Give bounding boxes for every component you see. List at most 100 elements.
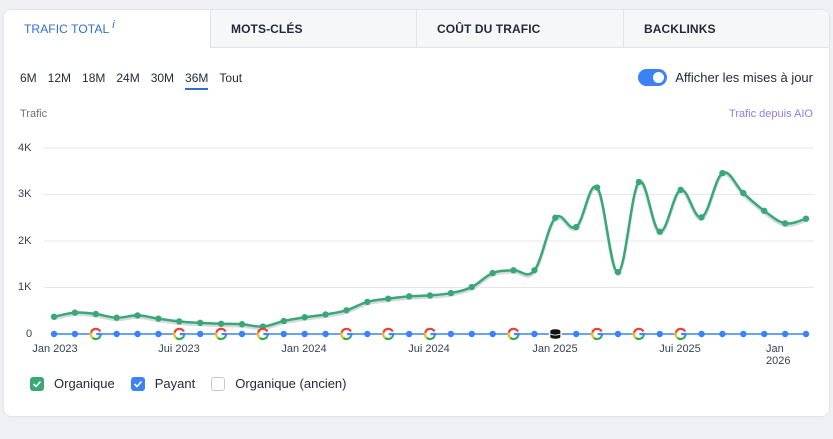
paid-point[interactable] [155, 330, 162, 338]
organic-point[interactable] [405, 293, 413, 300]
paid-point[interactable] [238, 330, 246, 338]
paid-point[interactable] [197, 330, 204, 338]
organic-point[interactable] [238, 321, 246, 328]
organic-point[interactable] [531, 267, 538, 274]
google-update-icon[interactable] [382, 327, 395, 341]
paid-point[interactable] [698, 330, 705, 338]
google-update-icon[interactable] [674, 327, 687, 341]
organic-point[interactable] [656, 228, 663, 235]
organic-point[interactable] [322, 311, 329, 318]
updates-toggle[interactable] [638, 69, 668, 86]
tab-keywords[interactable]: MOTS-CLÉS [210, 10, 416, 48]
google-update-icon[interactable] [507, 327, 520, 341]
legend-organic-old-label: Organique (ancien) [235, 376, 347, 391]
paid-point[interactable] [71, 330, 79, 338]
checkbox-organic-old[interactable] [211, 376, 226, 391]
organic-point[interactable] [781, 220, 789, 227]
organic-point[interactable] [719, 169, 726, 177]
paid-point[interactable] [531, 330, 538, 338]
range-18m[interactable]: 18M [82, 71, 106, 85]
google-update-icon[interactable] [423, 327, 437, 341]
organic-point[interactable] [280, 317, 287, 325]
range-12m[interactable]: 12M [47, 71, 72, 85]
organic-point[interactable] [489, 269, 496, 277]
organic-point[interactable] [426, 292, 434, 299]
organic-point[interactable] [468, 283, 475, 291]
organic-point[interactable] [677, 186, 684, 194]
organic-point[interactable] [343, 307, 350, 314]
organic-point[interactable] [552, 214, 559, 221]
info-icon[interactable]: i [112, 18, 115, 31]
paid-point[interactable] [573, 330, 580, 338]
google-update-icon[interactable] [215, 327, 228, 341]
paid-point[interactable] [301, 330, 308, 338]
time-range-selector: 6M 12M 18M 24M 30M 36M Tout [20, 71, 253, 90]
paid-point[interactable] [719, 330, 726, 338]
organic-point[interactable] [761, 207, 768, 214]
database-update-icon[interactable] [548, 327, 562, 341]
legend-organic[interactable]: Organique [30, 376, 115, 391]
tab-traffic-cost[interactable]: COÛT DU TRAFIC [416, 10, 623, 48]
paid-point[interactable] [447, 330, 455, 338]
legend-paid[interactable]: Payant [130, 376, 196, 391]
checkbox-paid[interactable] [130, 376, 145, 391]
organic-point[interactable] [740, 189, 747, 197]
range-6m[interactable]: 6M [20, 71, 37, 85]
paid-point[interactable] [489, 330, 496, 338]
organic-series-shadow [53, 172, 807, 331]
organic-point[interactable] [698, 214, 705, 221]
range-all[interactable]: Tout [219, 71, 243, 85]
checkbox-organic[interactable] [30, 376, 44, 391]
paid-point[interactable] [740, 330, 747, 338]
range-36m[interactable]: 36M [185, 71, 209, 90]
paid-point[interactable] [656, 330, 663, 338]
tab-total-traffic[interactable]: TRAFIC TOTAL i [4, 10, 210, 48]
paid-point[interactable] [50, 330, 58, 338]
organic-point[interactable] [155, 315, 162, 322]
legend-organic-label: Organique [54, 376, 115, 391]
organic-point[interactable] [197, 319, 204, 327]
google-update-icon[interactable] [173, 327, 186, 341]
organic-point[interactable] [92, 310, 99, 318]
range-30m[interactable]: 30M [150, 71, 175, 85]
organic-point[interactable] [385, 295, 392, 302]
paid-point[interactable] [322, 330, 329, 338]
paid-point[interactable] [280, 330, 287, 338]
google-update-icon[interactable] [256, 327, 269, 341]
paid-point[interactable] [761, 330, 768, 338]
organic-point[interactable] [176, 318, 183, 325]
organic-point[interactable] [802, 215, 810, 222]
google-update-icon[interactable] [340, 327, 353, 341]
organic-point[interactable] [573, 223, 580, 231]
google-update-icon[interactable] [632, 327, 645, 341]
paid-point[interactable] [113, 330, 120, 338]
organic-point[interactable] [364, 298, 371, 306]
organic-point[interactable] [217, 320, 225, 327]
organic-point[interactable] [593, 184, 601, 191]
organic-point[interactable] [614, 268, 622, 276]
paid-point[interactable] [781, 330, 789, 338]
paid-point[interactable] [405, 330, 413, 338]
organic-point[interactable] [113, 314, 120, 321]
traffic-chart[interactable] [4, 10, 830, 417]
google-update-icon[interactable] [591, 327, 604, 341]
tab-backlinks[interactable]: BACKLINKS [623, 10, 829, 48]
legend-paid-label: Payant [154, 376, 196, 391]
organic-point[interactable] [50, 313, 58, 320]
google-update-icon[interactable] [89, 327, 102, 341]
organic-point[interactable] [447, 289, 455, 297]
organic-point[interactable] [635, 178, 643, 186]
organic-point[interactable] [510, 267, 517, 274]
paid-point[interactable] [468, 330, 475, 338]
organic-point[interactable] [134, 312, 141, 319]
range-24m[interactable]: 24M [116, 71, 140, 85]
paid-point[interactable] [614, 330, 622, 338]
paid-point[interactable] [364, 330, 371, 338]
aio-traffic-link[interactable]: Trafic depuis AIO [729, 108, 813, 120]
organic-point[interactable] [301, 314, 308, 321]
paid-point[interactable] [134, 330, 141, 338]
chart-legend: Organique Payant Organique (ancien) [30, 376, 363, 391]
organic-point[interactable] [71, 309, 79, 316]
legend-organic-old[interactable]: Organique (ancien) [211, 376, 347, 391]
paid-point[interactable] [802, 330, 810, 338]
